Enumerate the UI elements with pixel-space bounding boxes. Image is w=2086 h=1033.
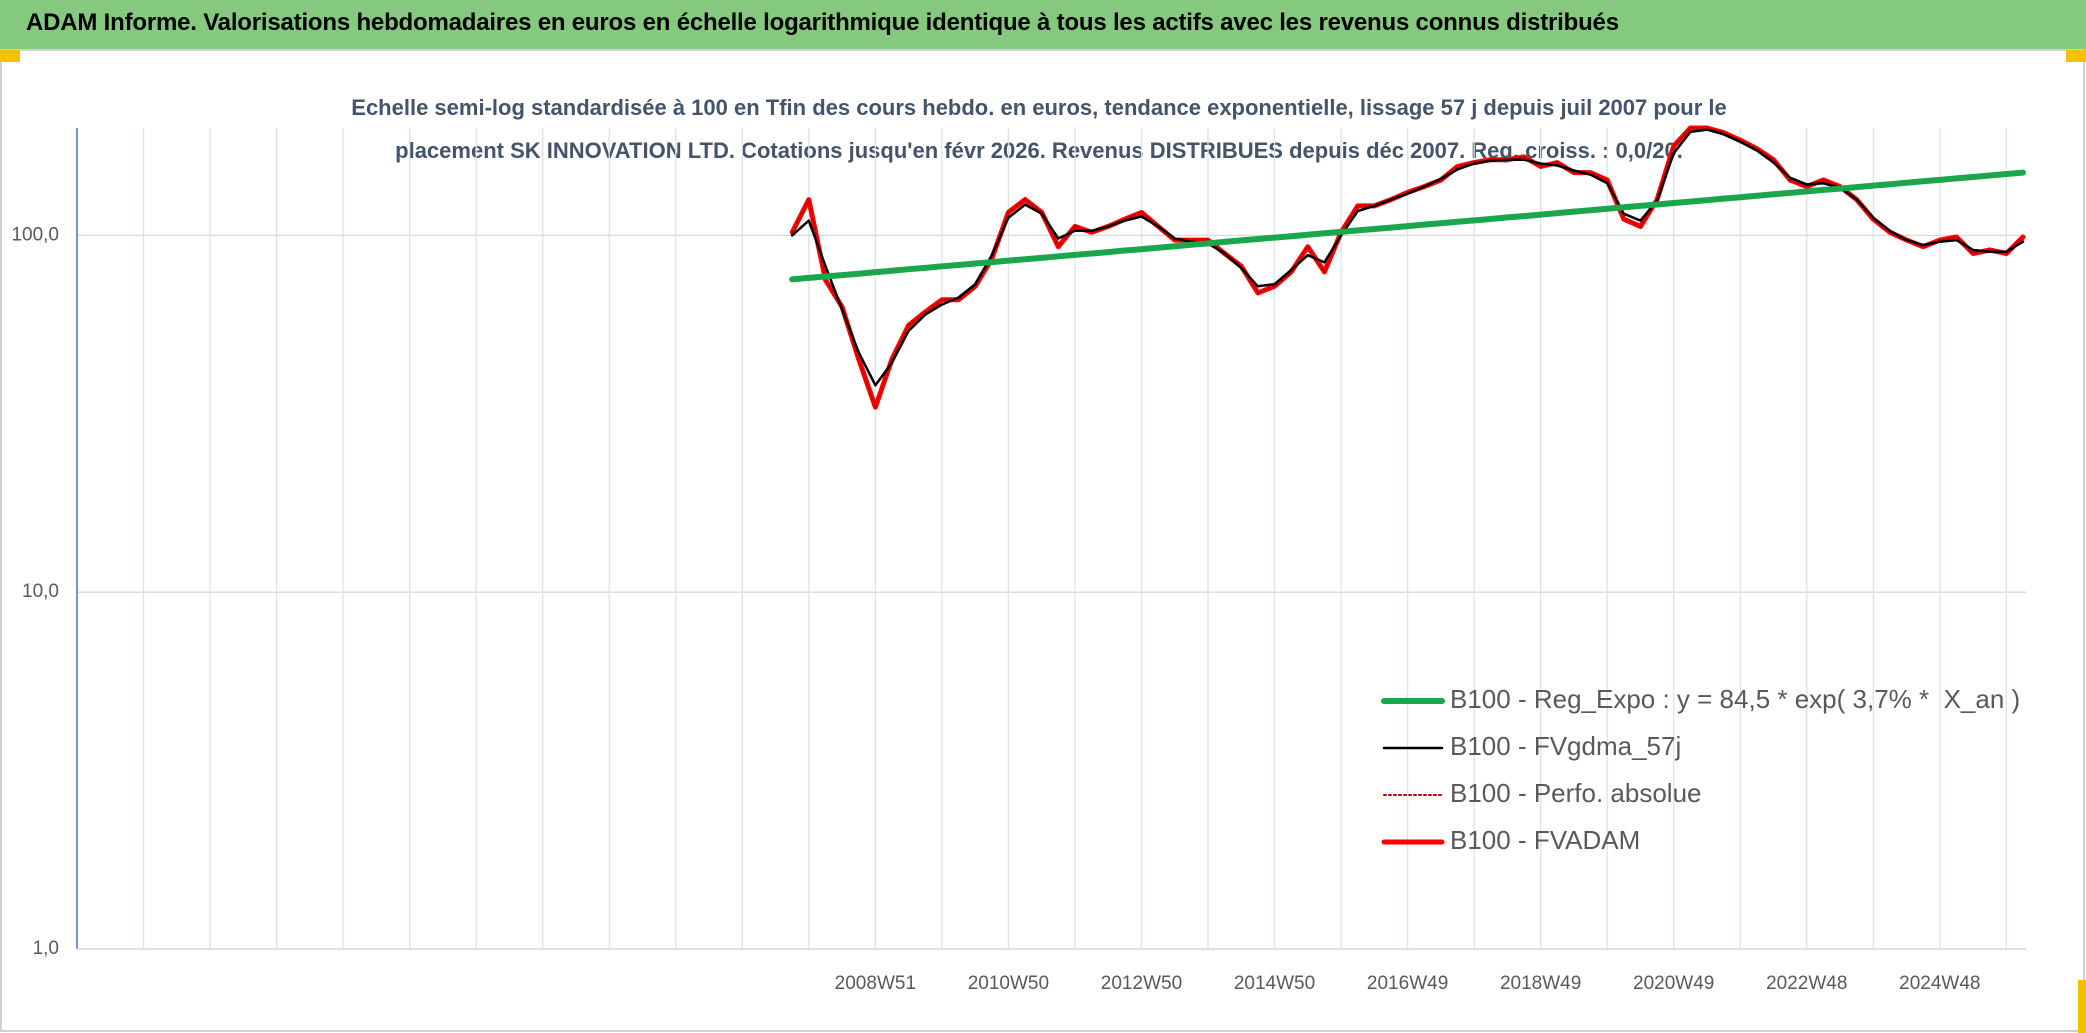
x-tick-label: 2010W50: [968, 973, 1049, 994]
axes: 1,0 10,0 100,0 2008W51 2010W50 2012W50 2014W50…: [11, 128, 2026, 994]
series-line: [790, 128, 2025, 387]
x-tick-label: 2012W50: [1101, 973, 1182, 994]
series-line: [789, 169, 2026, 283]
x-tick-label: 2014W50: [1234, 973, 1315, 994]
legend-label: B100 - Reg_Expo : y = 84,5 * exp( 3,7% *…: [1450, 684, 2020, 714]
legend: B100 - Reg_Expo : y = 84,5 * exp( 3,7% *…: [1381, 684, 2020, 855]
corner-mark: [0, 50, 20, 62]
header-bar: ADAM Informe. Valorisations hebdomadaire…: [0, 0, 2086, 50]
x-tick-label: 2016W49: [1367, 973, 1448, 994]
corner-mark: [2078, 980, 2086, 1033]
legend-label: B100 - Perfo. absolue: [1450, 778, 1702, 808]
x-tick-label: 2020W49: [1633, 973, 1714, 994]
x-tick-label: 2008W51: [835, 973, 916, 994]
legend-label: B100 - FVgdma_57j: [1450, 731, 1681, 761]
grid: [77, 128, 2026, 950]
x-tick-label: 2018W49: [1500, 973, 1581, 994]
chart-border: [0, 49, 2085, 1032]
y-tick-label: 100,0: [11, 224, 59, 245]
chart-title: ADAM Informe. Valorisations hebdomadaire…: [26, 9, 1619, 36]
y-tick-label: 10,0: [22, 581, 59, 602]
plot-lines: [789, 125, 2026, 410]
x-tick-label: 2024W48: [1899, 973, 1980, 994]
x-tick-label: 2022W48: [1766, 973, 1847, 994]
legend-label: B100 - FVADAM: [1450, 825, 1640, 855]
y-tick-label: 1,0: [33, 938, 59, 959]
corner-mark: [2066, 50, 2086, 62]
